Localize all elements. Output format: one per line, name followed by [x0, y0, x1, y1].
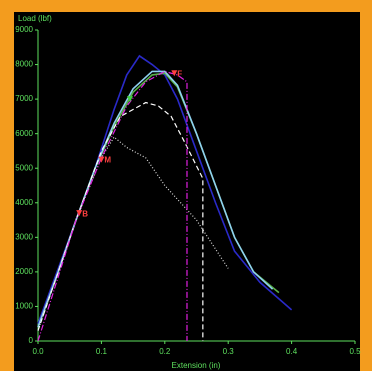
y-tick-label: 5000 — [15, 163, 33, 172]
y-tick-label: 3000 — [15, 232, 33, 241]
y-axis-label: Load (lbf) — [18, 14, 52, 23]
point-label: M — [104, 156, 111, 165]
y-tick-label: 6000 — [15, 129, 33, 138]
x-tick-label: 0.4 — [286, 347, 298, 356]
x-tick-label: 0.1 — [96, 347, 108, 356]
point-marker — [126, 96, 133, 103]
point-marker — [76, 210, 83, 217]
y-tick-label: 7000 — [15, 94, 33, 103]
point-marker — [98, 156, 105, 163]
point-label: F — [177, 69, 182, 78]
x-tick-label: 0.0 — [32, 347, 44, 356]
x-axis-label: Extension (in) — [172, 361, 221, 370]
x-tick-label: 0.5 — [349, 347, 361, 356]
series-line — [37, 101, 204, 341]
y-tick-label: 2000 — [15, 267, 33, 276]
x-tick-label: 0.3 — [223, 347, 235, 356]
point-label: B — [82, 209, 88, 218]
point-marker — [171, 70, 178, 77]
y-tick-label: 0 — [29, 336, 34, 345]
y-tick-label: 4000 — [15, 198, 33, 207]
y-tick-label: 9000 — [15, 25, 33, 34]
y-tick-label: 8000 — [15, 60, 33, 69]
y-tick-label: 1000 — [15, 302, 33, 311]
x-tick-label: 0.2 — [159, 347, 171, 356]
